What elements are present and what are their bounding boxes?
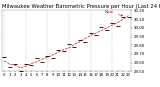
Text: Milwaukee Weather Barometric Pressure per Hour (Last 24 Hours): Milwaukee Weather Barometric Pressure pe… xyxy=(2,4,160,9)
Text: Now: Now xyxy=(104,10,123,16)
